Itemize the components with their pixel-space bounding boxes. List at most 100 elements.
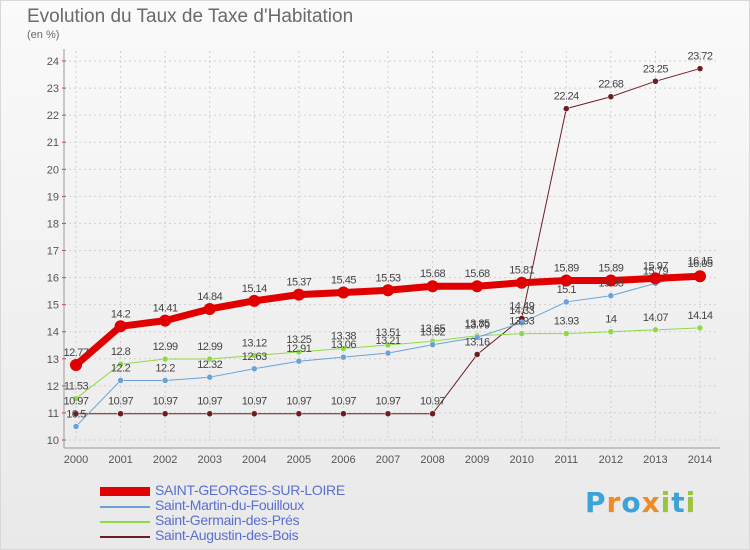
data-label: 12.8 <box>111 346 131 358</box>
data-point <box>340 345 347 352</box>
data-label: 10.97 <box>242 396 267 408</box>
data-label: 13.52 <box>420 327 445 339</box>
data-label: 12.2 <box>111 362 131 374</box>
y-tick-label: 15 <box>47 300 59 312</box>
data-point <box>607 93 615 100</box>
data-label: 12.2 <box>155 362 175 374</box>
legend: SAINT-GEORGES-SUR-LOIRE Saint-Martin-du-… <box>100 482 400 544</box>
data-point <box>117 410 124 417</box>
data-label: 22.68 <box>598 79 623 91</box>
data-point <box>72 410 80 417</box>
data-point <box>426 280 439 293</box>
data-label: 15.79 <box>643 265 668 277</box>
data-label: 12.77 <box>63 347 88 359</box>
data-point <box>117 360 124 368</box>
data-label: 14.41 <box>153 303 178 315</box>
data-label: 23.25 <box>643 63 668 75</box>
data-point <box>384 341 392 349</box>
y-tick-label: 19 <box>47 191 59 203</box>
data-point <box>251 410 258 417</box>
data-point <box>340 410 347 417</box>
data-point <box>563 105 570 112</box>
data-label: 15.45 <box>331 274 356 286</box>
x-tick-label: 2012 <box>599 454 623 466</box>
data-point <box>72 423 80 430</box>
x-tick-label: 2001 <box>108 454 132 466</box>
data-point <box>295 357 303 365</box>
data-point <box>161 377 169 384</box>
data-label: 12.91 <box>286 343 311 355</box>
data-label: 10.97 <box>286 396 311 408</box>
y-tick-label: 23 <box>47 83 59 95</box>
data-label: 11.53 <box>64 381 89 393</box>
data-label: 13.12 <box>242 338 267 350</box>
data-label: 13.79 <box>465 319 490 331</box>
data-point <box>72 395 80 402</box>
data-label: 13.65 <box>420 323 445 335</box>
data-point <box>203 302 216 315</box>
data-point <box>384 410 392 417</box>
data-point <box>292 288 305 301</box>
data-point <box>694 270 706 283</box>
x-tick-label: 2004 <box>242 454 266 466</box>
data-label: 15.1 <box>557 284 577 296</box>
data-point <box>161 355 169 363</box>
logo-letter: r <box>606 486 622 519</box>
data-label: 10.97 <box>197 396 222 408</box>
data-point <box>607 292 615 299</box>
y-tick-label: 17 <box>47 246 59 258</box>
data-label: 13.51 <box>375 327 400 339</box>
logo-letter: x <box>641 486 661 519</box>
data-point <box>251 365 258 373</box>
data-point <box>652 78 659 85</box>
data-label: 14.07 <box>643 312 668 324</box>
data-point <box>518 330 525 337</box>
logo-letter: P <box>585 486 607 519</box>
data-label: 22.24 <box>554 91 579 103</box>
data-label: 13.25 <box>286 334 311 346</box>
data-label: 15.89 <box>554 263 579 275</box>
x-tick-label: 2005 <box>287 454 311 466</box>
x-tick-label: 2002 <box>153 454 177 466</box>
y-tick-label: 16 <box>47 273 59 285</box>
data-label: 10.97 <box>108 396 133 408</box>
data-label: 10.97 <box>153 396 178 408</box>
data-point <box>471 280 484 293</box>
data-point <box>340 353 347 361</box>
x-tick-label: 2010 <box>509 454 533 466</box>
data-point <box>295 348 303 356</box>
data-label: 14.49 <box>509 300 534 312</box>
data-point <box>70 359 82 372</box>
data-label: 10.97 <box>331 396 356 408</box>
data-label: 16.15 <box>687 256 712 268</box>
legend-label: Saint-Augustin-des-Bois <box>155 527 299 543</box>
logo-letter: o <box>621 486 642 519</box>
data-point <box>604 274 617 287</box>
proxiti-logo: Proxiti <box>585 486 696 519</box>
data-point <box>515 276 528 289</box>
unit-label: (en %) <box>27 29 60 41</box>
legend-swatch <box>100 506 150 508</box>
legend-label: Saint-Martin-du-Fouilloux <box>155 497 304 513</box>
data-label: 13.93 <box>509 316 534 328</box>
data-point <box>206 410 213 417</box>
logo-letter: i <box>685 486 697 519</box>
data-label: 12.32 <box>197 359 222 371</box>
legend-label: Saint-Germain-des-Prés <box>155 512 300 528</box>
data-label: 13.21 <box>375 335 400 347</box>
data-point <box>159 314 172 327</box>
x-tick-label: 2006 <box>331 454 355 466</box>
data-label: 14.14 <box>687 310 712 322</box>
x-tick-label: 2009 <box>465 454 489 466</box>
x-tick-label: 2007 <box>376 454 400 466</box>
data-label: 15.37 <box>286 277 311 289</box>
y-tick-label: 12 <box>47 381 59 393</box>
x-tick-label: 2014 <box>688 454 712 466</box>
data-label: 14.84 <box>197 291 222 303</box>
data-point <box>161 410 169 417</box>
data-label: 10.97 <box>375 396 400 408</box>
data-label: 12.63 <box>242 351 267 363</box>
data-label: 12.99 <box>153 341 178 353</box>
y-tick-label: 22 <box>47 110 59 122</box>
